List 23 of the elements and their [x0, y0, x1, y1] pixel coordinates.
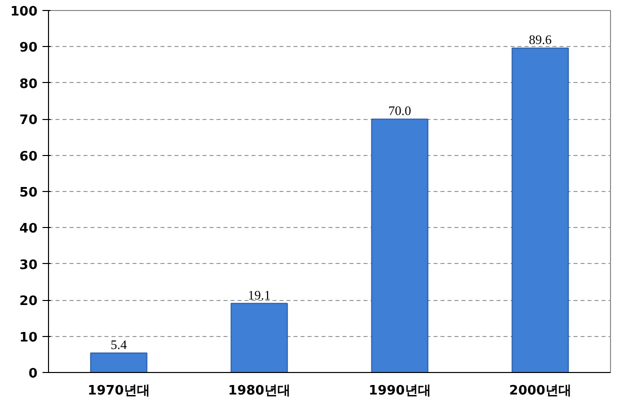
bar — [90, 352, 148, 372]
x-tick-label: 1970년대 — [88, 384, 150, 398]
y-tick-label: 100 — [10, 4, 38, 20]
x-tick-label: 1990년대 — [368, 384, 431, 398]
y-tick-label: 0 — [28, 366, 38, 382]
y-tick-label: 40 — [19, 222, 38, 237]
data-label: 5.4 — [110, 336, 128, 352]
y-tick-label: 80 — [19, 76, 38, 92]
data-label: 70.0 — [388, 103, 412, 118]
y-tick-label: 20 — [19, 294, 38, 310]
x-tick-label: 1980년대 — [228, 384, 290, 398]
y-tick-label: 60 — [19, 149, 38, 164]
bar — [512, 48, 569, 372]
y-tick-label: 90 — [19, 40, 38, 56]
data-label: 19.1 — [248, 287, 271, 302]
y-tick-label: 30 — [19, 258, 38, 273]
y-tick-label: 50 — [19, 186, 38, 200]
x-tick-label: 2000년대 — [509, 384, 572, 398]
bar — [371, 118, 428, 372]
bar — [230, 302, 288, 372]
y-tick-label: 70 — [19, 113, 38, 128]
y-tick-label: 10 — [19, 330, 38, 346]
data-label: 89.6 — [528, 32, 552, 48]
